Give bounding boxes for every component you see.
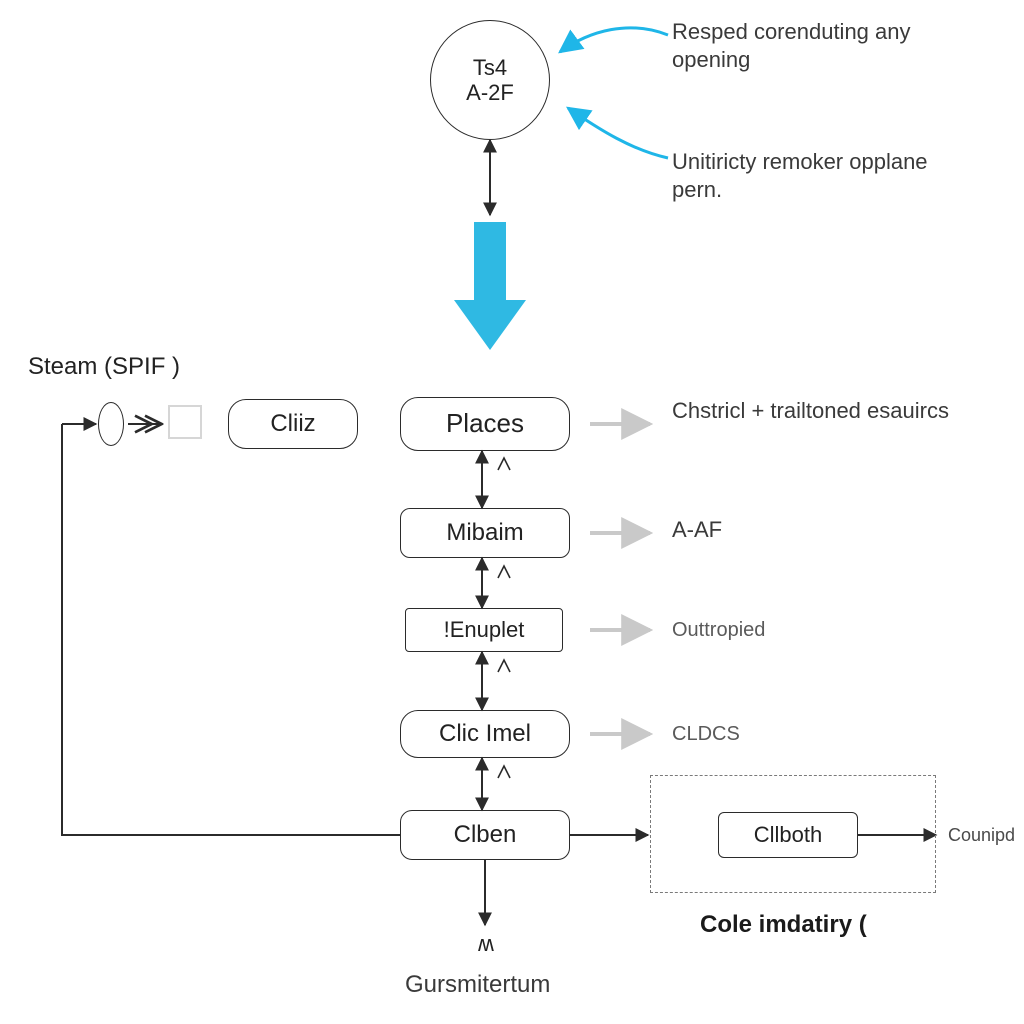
node-clben: Clben <box>400 810 570 860</box>
callout-arrow-1 <box>560 28 668 52</box>
node-steam-square <box>168 405 202 439</box>
label-gursmitertum: Gursmitertum <box>405 970 550 1000</box>
top-circle-line1: Ts4 <box>473 55 507 80</box>
label-side-enuplet: Outtropied <box>672 618 765 643</box>
label-steam-title: Steam (SPIF ) <box>28 352 180 382</box>
big-blue-arrow <box>454 222 526 350</box>
node-cliiz: Cliiz <box>228 399 358 449</box>
label-side-clicimel: CLDCS <box>672 722 740 747</box>
clicimel-label: Clic Imel <box>439 720 531 748</box>
feedback-loop <box>62 424 400 835</box>
label-side-cllboth: Counipd <box>948 824 1015 847</box>
node-steam-ellipse <box>98 402 124 446</box>
label-annot1: Resped corenduting any opening <box>672 18 952 73</box>
cllboth-label: Cllboth <box>754 822 822 847</box>
label-side-places: Chstricl + trailtoned esauircs <box>672 397 972 425</box>
diagram-canvas: Ts4 A-2F Cliiz Places Mibaim !Enuplet Cl… <box>0 0 1024 1024</box>
label-cole-imdatiry: Cole imdatiry ( <box>700 910 867 940</box>
node-mibaim: Mibaim <box>400 508 570 558</box>
label-side-mibaim: A-AF <box>672 516 722 544</box>
top-circle-line2: A-2F <box>466 80 514 105</box>
label-bottom-m: ʍ <box>478 930 494 958</box>
node-top-circle: Ts4 A-2F <box>430 20 550 140</box>
label-annot2: Unitiricty remoker opplane pern. <box>672 148 972 203</box>
caret-4 <box>498 766 510 778</box>
caret-1 <box>498 458 510 470</box>
caret-2 <box>498 566 510 578</box>
callout-arrow-2 <box>568 108 668 158</box>
node-places: Places <box>400 397 570 451</box>
node-clicimel: Clic Imel <box>400 710 570 758</box>
enuplet-label: !Enuplet <box>444 617 525 642</box>
node-enuplet: !Enuplet <box>405 608 563 652</box>
mibaim-label: Mibaim <box>446 519 523 547</box>
caret-3 <box>498 660 510 672</box>
clben-label: Clben <box>454 821 517 849</box>
places-label: Places <box>446 409 524 439</box>
node-cllboth: Cllboth <box>718 812 858 858</box>
cliiz-label: Cliiz <box>270 410 315 438</box>
